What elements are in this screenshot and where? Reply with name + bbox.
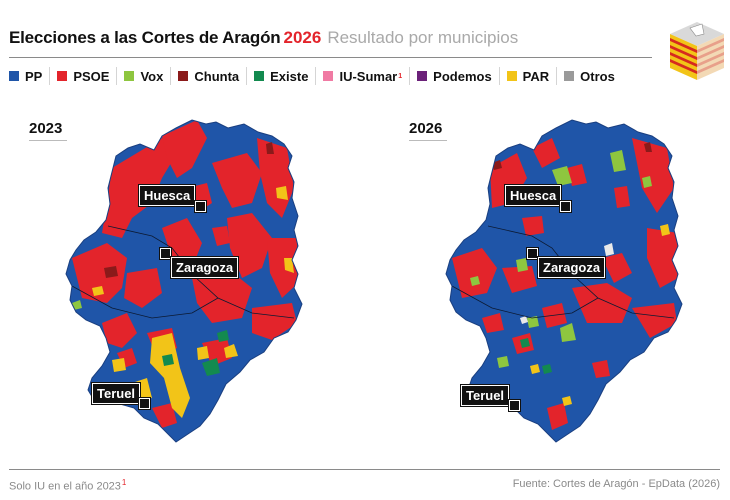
legend-swatch-existe [254, 71, 265, 81]
legend-swatch-iu-sumar [323, 71, 334, 81]
otros-municipalities [520, 243, 614, 324]
legend-swatch-otros [564, 71, 575, 81]
legend-label: PSOE [73, 68, 110, 84]
legend-item-par: PAR [500, 67, 558, 85]
vox-municipalities [72, 300, 82, 310]
page-subtitle: Resultado por municipios [327, 28, 519, 47]
party-legend: PP PSOE Vox Chunta Existe IU-Sumar 1 Pode… [9, 67, 622, 85]
legend-swatch-par [506, 71, 517, 81]
existe-municipalities [520, 338, 552, 374]
legend-item-chunta: Chunta [171, 67, 248, 85]
footnote-mark: 1 [121, 478, 127, 487]
city-marker-huesca [559, 200, 572, 213]
legend-item-vox: Vox [117, 67, 172, 85]
map-panel-2023: 2023 [12, 108, 342, 458]
city-marker-huesca [194, 200, 207, 213]
legend-swatch-psoe [57, 71, 68, 81]
choropleth-map-2026 [445, 119, 683, 443]
city-label-huesca: Huesca [503, 184, 563, 207]
city-label-zaragoza: Zaragoza [536, 256, 607, 279]
city-label-teruel: Teruel [459, 384, 511, 407]
footnote-mark: 1 [398, 72, 403, 80]
city-marker-teruel [138, 397, 151, 410]
region-outline [65, 119, 303, 443]
footer-divider [9, 469, 720, 470]
city-marker-teruel [508, 399, 521, 412]
legend-label: PAR [522, 68, 550, 84]
legend-item-iu-sumar: IU-Sumar 1 [316, 67, 411, 85]
city-label-teruel: Teruel [90, 382, 142, 405]
region-outline [445, 119, 683, 443]
legend-label: Podemos [433, 68, 492, 84]
map-year-label: 2023 [29, 120, 63, 137]
legend-item-otros: Otros [557, 67, 622, 85]
source-credit: Fuente: Cortes de Aragón - EpData (2026) [512, 478, 720, 490]
page-title: Elecciones a las Cortes de Aragón [9, 28, 281, 47]
legend-label: Otros [580, 68, 615, 84]
legend-label: Existe [270, 68, 309, 84]
legend-label: IU-Sumar [339, 68, 398, 84]
city-label-zaragoza: Zaragoza [169, 256, 240, 279]
legend-label: Vox [140, 68, 164, 84]
legend-item-podemos: Podemos [410, 67, 500, 85]
legend-swatch-podemos [417, 71, 428, 81]
par-municipalities [530, 224, 670, 406]
year-underline [409, 140, 447, 141]
map-panel-2026: 2026 [392, 108, 722, 458]
legend-swatch-chunta [178, 71, 189, 81]
map-year-label: 2026 [409, 120, 443, 137]
legend-swatch-vox [124, 71, 135, 81]
ballot-box-logo-icon [670, 22, 724, 80]
year-underline [29, 140, 67, 141]
choropleth-map-2023 [65, 119, 303, 443]
legend-label: PP [25, 68, 43, 84]
legend-item-existe: Existe [247, 67, 317, 85]
title-year: 2026 [283, 28, 322, 47]
footnote: Solo IU en el año 20231 [9, 478, 126, 493]
vox-municipalities [470, 150, 652, 368]
city-marker-zaragoza [159, 247, 172, 260]
footnote-text: Solo IU en el año 2023 [9, 480, 121, 493]
city-label-huesca: Huesca [137, 184, 197, 207]
chunta-municipalities [104, 142, 274, 278]
legend-item-psoe: PSOE [50, 67, 118, 85]
legend-swatch-pp [9, 71, 19, 81]
legend-item-pp: PP [9, 67, 51, 85]
legend-label: Chunta [194, 68, 240, 84]
title-divider [9, 57, 652, 58]
chart-title-row: Elecciones a las Cortes de Aragón 2026 Res… [9, 28, 518, 48]
city-marker-zaragoza [526, 247, 539, 260]
